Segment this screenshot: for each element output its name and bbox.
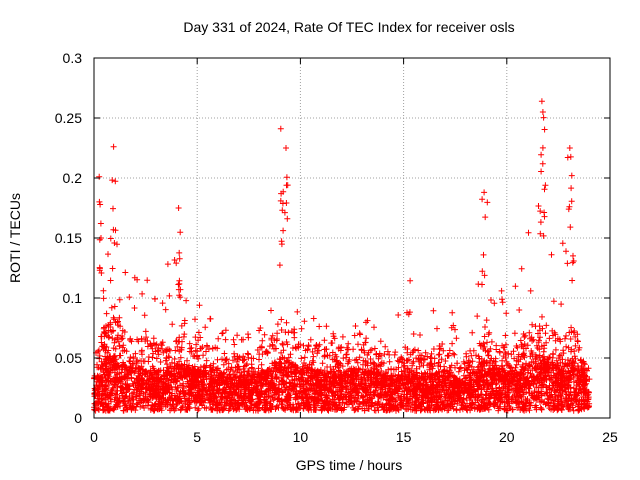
x-tick-label: 10 [293, 429, 309, 445]
y-axis-label: ROTI / TECUs [7, 193, 23, 283]
x-tick-label: 20 [499, 429, 515, 445]
x-tick-label: 25 [602, 429, 618, 445]
axis-ticks: 0 5 10 15 20 25 0 0.05 0.1 0.15 0.2 0.25 0.3 [55, 50, 618, 445]
y-tick-label: 0.25 [55, 110, 82, 126]
x-tick-label: 15 [396, 429, 412, 445]
x-tick-label: 0 [90, 429, 98, 445]
y-tick-label: 0.3 [63, 50, 83, 66]
data-points [91, 98, 593, 414]
x-tick-label: 5 [193, 429, 201, 445]
x-axis-label: GPS time / hours [296, 457, 403, 473]
grid-layer [94, 58, 610, 418]
y-tick-label: 0.05 [55, 350, 82, 366]
y-tick-label: 0.1 [63, 290, 83, 306]
roti-data-markers [91, 98, 593, 414]
y-tick-label: 0.2 [63, 170, 83, 186]
y-tick-label: 0 [74, 410, 82, 426]
chart-title: Day 331 of 2024, Rate Of TEC Index for r… [183, 19, 514, 35]
y-tick-label: 0.15 [55, 230, 82, 246]
